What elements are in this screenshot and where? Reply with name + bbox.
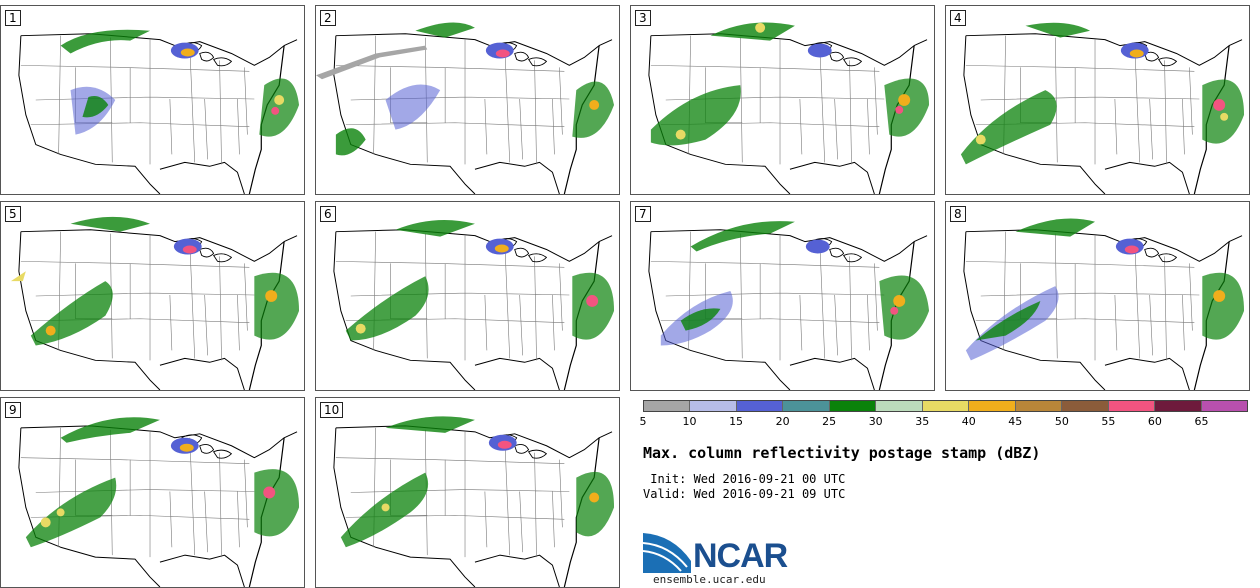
colorbar-tick: 40: [961, 415, 976, 428]
colorbar-segment: [1062, 401, 1109, 411]
init-time: Init: Wed 2016-09-21 00 UTC: [643, 472, 846, 486]
colorbar-segment: [876, 401, 923, 411]
postage-stamp-2: 2: [315, 5, 620, 195]
colorbar-segment: [1155, 401, 1202, 411]
colorbar-tick: 45: [1008, 415, 1023, 428]
reflectivity-map: [333, 219, 615, 390]
reflectivity-map: [963, 218, 1245, 390]
reflectivity-map: [10, 216, 300, 390]
reflectivity-map: [316, 22, 615, 194]
ncar-logo-icon: [643, 533, 691, 573]
colorbar-segment: [1108, 401, 1156, 411]
member-label: 4: [950, 10, 966, 26]
reflectivity-colorbar: [643, 400, 1248, 412]
colorbar-segment: [736, 401, 784, 411]
postage-stamp-3: 3: [630, 5, 935, 195]
colorbar-segment: [969, 401, 1016, 411]
member-label: 9: [5, 402, 21, 418]
ncar-logo-text: NCAR: [693, 537, 788, 575]
postage-stamp-1: 1: [0, 5, 305, 195]
time-info: Init: Wed 2016-09-21 00 UTC Valid: Wed 2…: [643, 472, 845, 502]
colorbar-tick: 25: [822, 415, 837, 428]
postage-stamp-9: 9: [0, 397, 305, 588]
member-label: 3: [635, 10, 651, 26]
reflectivity-map: [648, 22, 930, 194]
postage-stamp-7: 7: [630, 201, 935, 391]
member-label: 1: [5, 10, 21, 26]
colorbar-segment: [922, 401, 970, 411]
reflectivity-map: [18, 29, 300, 194]
colorbar-segment: [690, 401, 737, 411]
reflectivity-map: [960, 22, 1245, 194]
colorbar-segment: [1201, 401, 1248, 411]
chart-title: Max. column reflectivity postage stamp (…: [643, 444, 1041, 462]
member-label: 8: [950, 206, 966, 222]
colorbar-segment: [783, 401, 830, 411]
colorbar-tick-labels: 5 10 15 20 25 30 35 40 45 50 55 60 65: [639, 415, 1248, 429]
valid-time: Valid: Wed 2016-09-21 09 UTC: [643, 487, 846, 501]
postage-stamp-10: 10: [315, 397, 620, 588]
colorbar-tick: 10: [682, 415, 697, 428]
member-label: 10: [320, 402, 344, 418]
postage-stamp-6: 6: [315, 201, 620, 391]
colorbar-tick: 55: [1101, 415, 1116, 428]
reflectivity-map: [333, 416, 615, 587]
postage-stamp-5: 5: [0, 201, 305, 391]
member-label: 5: [5, 206, 21, 222]
colorbar-tick: 60: [1147, 415, 1162, 428]
ensemble-url: ensemble.ucar.edu: [653, 573, 766, 586]
postage-stamp-8: 8: [945, 201, 1250, 391]
colorbar-tick: 50: [1054, 415, 1069, 428]
colorbar-tick: 65: [1194, 415, 1209, 428]
colorbar-tick: 15: [729, 415, 744, 428]
colorbar-tick: 20: [775, 415, 790, 428]
reflectivity-map: [648, 221, 930, 390]
reflectivity-map: [18, 417, 300, 587]
postage-stamp-4: 4: [945, 5, 1250, 195]
colorbar-tick: 5: [639, 415, 647, 428]
colorbar-segment: [829, 401, 877, 411]
member-label: 7: [635, 206, 651, 222]
colorbar-segment: [1015, 401, 1063, 411]
member-label: 2: [320, 10, 336, 26]
colorbar-tick: 35: [915, 415, 930, 428]
member-label: 6: [320, 206, 336, 222]
colorbar-segment: [644, 401, 691, 411]
colorbar-tick: 30: [868, 415, 883, 428]
